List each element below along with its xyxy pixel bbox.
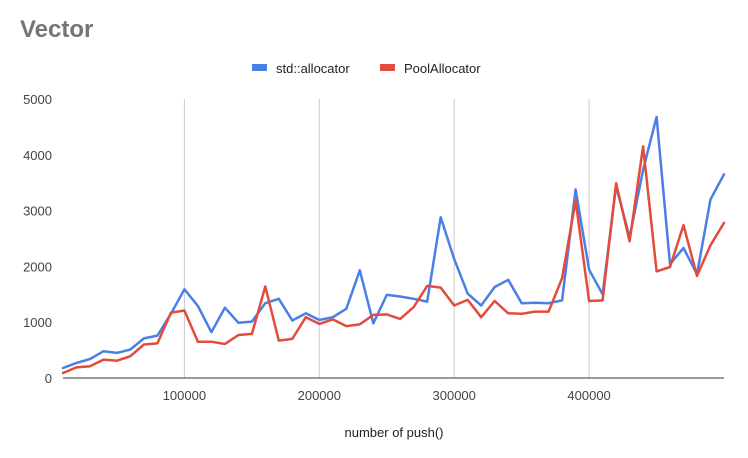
- x-tick-label: 400000: [567, 388, 610, 403]
- legend-label-std-allocator: std::allocator: [276, 61, 350, 76]
- y-tick-label: 5000: [23, 92, 52, 107]
- y-tick-label: 1000: [23, 315, 52, 330]
- y-tick-label: 4000: [23, 148, 52, 163]
- series-lines: [61, 115, 726, 375]
- x-tick-label: 100000: [163, 388, 206, 403]
- x-axis-title: number of push(): [345, 425, 444, 440]
- legend-swatch-pool-allocator: [380, 64, 395, 71]
- legend: std::allocator PoolAllocator: [252, 61, 481, 76]
- chart-title: Vector: [20, 16, 94, 43]
- y-tick-label: 2000: [23, 259, 52, 274]
- gridlines: [183, 99, 590, 378]
- legend-swatch-std-allocator: [252, 64, 267, 71]
- x-tick-label: 200000: [298, 388, 341, 403]
- y-tick-label: 0: [45, 371, 52, 386]
- x-tick-label: 300000: [433, 388, 476, 403]
- legend-label-pool-allocator: PoolAllocator: [404, 61, 481, 76]
- axes: 100000 200000 300000 400000 0 1000 2000 3000 400…: [23, 92, 724, 403]
- series-line-poolallocator: [61, 145, 726, 375]
- y-tick-label: 3000: [23, 204, 52, 219]
